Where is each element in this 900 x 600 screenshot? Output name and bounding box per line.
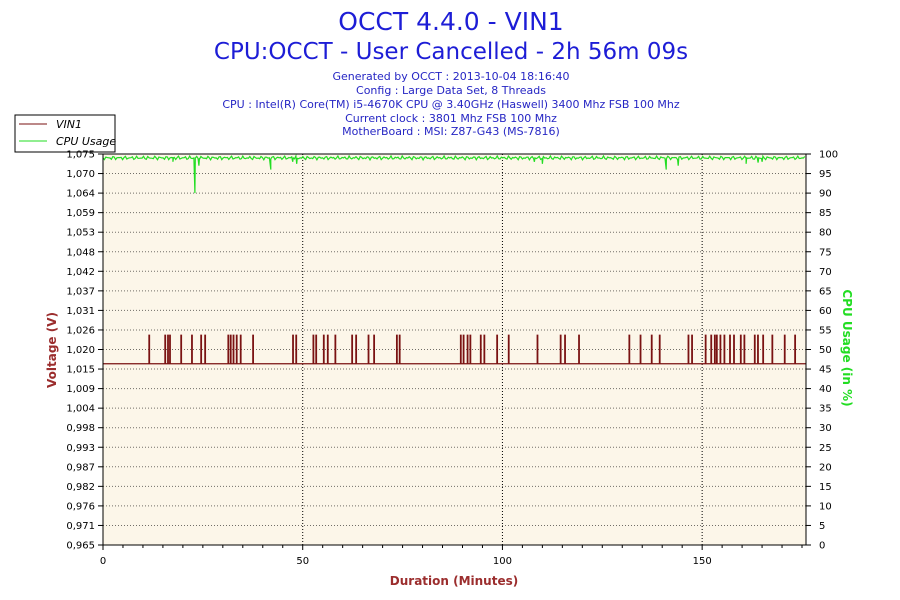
y-left-tick-label: 1,004 — [66, 404, 95, 415]
vin1-series-line — [103, 334, 806, 365]
y-left-tick-label: 1,075 — [66, 150, 95, 161]
info-config: Config : Large Data Set, 8 Threads — [356, 84, 546, 97]
y-right-tick-label: 50 — [819, 345, 832, 356]
y-left-tick-label: 1,064 — [66, 189, 95, 200]
y-left-tick-label: 0,987 — [66, 462, 95, 473]
y-right-tick-label: 85 — [819, 208, 832, 219]
y-left-tick-label: 1,048 — [66, 247, 95, 258]
x-axis-label: Duration (Minutes) — [390, 574, 518, 588]
legend: VIN1 CPU Usage — [14, 114, 116, 153]
info-cpu: CPU : Intel(R) Core(TM) i5-4670K CPU @ 3… — [222, 98, 680, 111]
y-left-tick-label: 1,070 — [66, 169, 95, 180]
y-right-tick-label: 100 — [819, 150, 838, 161]
y-right-tick-label: 75 — [819, 247, 832, 258]
legend-vin1-label: VIN1 — [56, 118, 82, 131]
y-right-tick-label: 90 — [819, 189, 832, 200]
y-left-tick-label: 1,009 — [66, 384, 95, 395]
y-axis-label-left: Voltage (V) — [45, 312, 59, 388]
y-right-tick-label: 65 — [819, 286, 832, 297]
legend-box — [14, 114, 116, 153]
y-right-tick-label: 80 — [819, 228, 832, 239]
y-right-tick-label: 20 — [819, 462, 832, 473]
y-right-tick-label: 35 — [819, 404, 832, 415]
y-left-tick-label: 1,020 — [66, 345, 95, 356]
y-axis-label-right: CPU Usage (in %) — [840, 289, 854, 406]
y-left-tick-label: 0,971 — [66, 521, 95, 532]
y-left-tick-label: 1,031 — [66, 306, 95, 317]
chart-subtitle: CPU:OCCT - User Cancelled - 2h 56m 09s — [214, 39, 688, 65]
y-left-tick-label: 0,993 — [66, 443, 95, 454]
cpu-usage-series-line — [102, 153, 806, 194]
info-motherboard: MotherBoard : MSI: Z87-G43 (MS-7816) — [342, 125, 560, 138]
y-right-tick-label: 0 — [819, 541, 825, 552]
axes: 0,965 0,971 0,976 0,982 0,987 0,993 0,998 1,004… — [66, 150, 838, 568]
y-left-tick-label: 0,965 — [66, 541, 95, 552]
info-generated: Generated by OCCT : 2013-10-04 18:16:40 — [332, 70, 569, 83]
y-left-tick-label: 1,059 — [66, 208, 95, 219]
y-right-tick-label: 5 — [819, 521, 825, 532]
x-tick-label: 50 — [296, 556, 309, 567]
x-tick-label: 150 — [693, 556, 712, 567]
legend-cpu-label: CPU Usage — [56, 135, 116, 148]
y-right-tick-label: 70 — [819, 267, 832, 278]
y-right-tick-label: 95 — [819, 169, 832, 180]
y-right-tick-label: 30 — [819, 423, 832, 434]
y-left-tick-label: 1,042 — [66, 267, 95, 278]
y-right-tick-label: 55 — [819, 325, 832, 336]
y-left-tick-label: 0,976 — [66, 501, 95, 512]
y-right-tick-label: 45 — [819, 365, 832, 376]
y-right-tick-label: 25 — [819, 443, 832, 454]
y-left-tick-label: 1,015 — [66, 365, 95, 376]
x-tick-label: 100 — [493, 556, 512, 567]
info-clock: Current clock : 3801 Mhz FSB 100 Mhz — [345, 112, 557, 125]
y-left-tick-label: 1,037 — [66, 286, 95, 297]
y-left-tick-label: 1,053 — [66, 228, 95, 239]
chart-title: OCCT 4.4.0 - VIN1 — [338, 7, 563, 36]
y-right-tick-label: 15 — [819, 482, 832, 493]
y-right-tick-label: 10 — [819, 501, 832, 512]
y-left-tick-label: 1,026 — [66, 325, 95, 336]
series — [102, 153, 806, 365]
y-left-tick-label: 0,998 — [66, 423, 95, 434]
grid — [103, 154, 806, 545]
y-right-tick-label: 60 — [819, 306, 832, 317]
x-tick-label: 0 — [100, 556, 106, 567]
y-left-tick-label: 0,982 — [66, 482, 95, 493]
y-right-tick-label: 40 — [819, 384, 832, 395]
